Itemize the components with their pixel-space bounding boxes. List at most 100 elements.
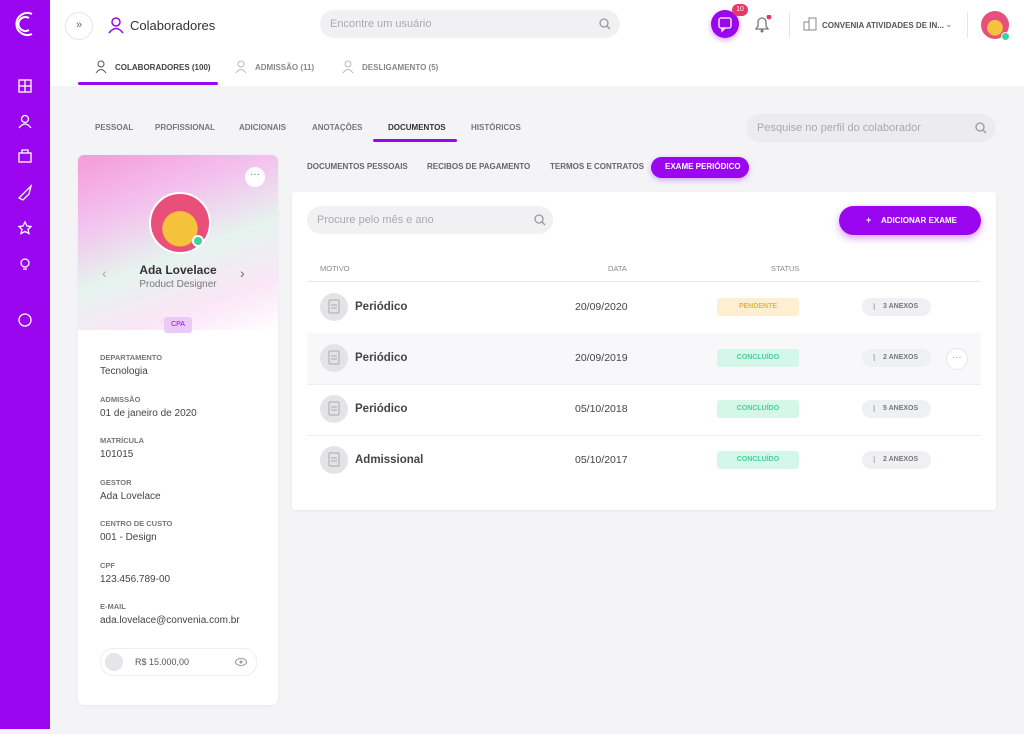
- chat-button[interactable]: [711, 10, 739, 38]
- attachments-label: 5 ANEXOS: [883, 405, 919, 412]
- chat-icon: [718, 17, 732, 33]
- exam-date: 20/09/2019: [575, 352, 628, 364]
- exam-row[interactable]: Periódico 20/09/2020 PENDENTE 3 ANEXOS ⌇: [307, 282, 981, 334]
- sidebar-icons: [15, 12, 33, 327]
- document-icon: [320, 344, 348, 372]
- field-label: E-MAIL: [100, 602, 126, 611]
- document-tab[interactable]: EXAME PERIÓDICO: [665, 162, 741, 171]
- search-icon: [534, 214, 546, 226]
- field-value: 01 de janeiro de 2020: [100, 407, 197, 419]
- tab-icon: [342, 60, 354, 74]
- exam-row[interactable]: Periódico 05/10/2018 CONCLUÍDO 5 ANEXOS ⌇: [307, 384, 981, 436]
- active-tab-indicator: [373, 139, 457, 142]
- exam-reason: Admissional: [355, 454, 424, 466]
- logo: [15, 12, 33, 36]
- chat-badge: 10: [732, 4, 748, 16]
- tab-icon: [235, 60, 247, 74]
- field-label: CPF: [100, 560, 115, 570]
- active-doc-tab: [651, 157, 749, 178]
- clip-icon: ⌇: [872, 302, 877, 312]
- field-value: Ada Lovelace: [100, 490, 161, 502]
- field-value: 001 - Design: [100, 532, 157, 543]
- exam-date: 20/09/2020: [575, 301, 628, 313]
- company-chevron[interactable]: ⌄: [945, 19, 953, 29]
- field-value: 101015: [100, 449, 134, 460]
- exam-search[interactable]: Procure pelo mês e ano: [307, 206, 553, 234]
- attachments[interactable]: 3 ANEXOS ⌇: [862, 298, 931, 316]
- exam-status: PENDENTE: [717, 298, 799, 316]
- clip-icon: ⌇: [872, 353, 877, 363]
- user-icon: [108, 17, 124, 34]
- profile-card: ··· ‹ › Ada Lovelace Product Designer CP…: [78, 155, 278, 705]
- tab-icon: [95, 60, 107, 74]
- exam-reason: Periódico: [355, 403, 408, 415]
- prev-button[interactable]: ‹: [102, 265, 107, 281]
- salary-icon: [105, 653, 123, 671]
- document-icon: [320, 446, 348, 474]
- add-exam-button[interactable]: + ADICIONAR EXAME: [839, 206, 981, 235]
- profile-avatar: [149, 192, 211, 254]
- exam-status: CONCLUÍDO: [717, 400, 799, 418]
- expand-button[interactable]: »: [65, 12, 93, 40]
- profile-tab[interactable]: PESSOAL: [95, 123, 134, 132]
- search-icon: [975, 122, 987, 134]
- main-tab[interactable]: ADMISSÃO (11): [255, 63, 315, 72]
- field-label: CENTRO DE CUSTO: [100, 519, 173, 528]
- show-salary[interactable]: [235, 657, 247, 667]
- document-icon: [320, 293, 348, 321]
- divider: [967, 12, 968, 38]
- profile-search[interactable]: Pesquise no perfil do colaborador: [746, 114, 996, 142]
- online-dot: [192, 235, 204, 247]
- profile-role: Product Designer: [139, 279, 217, 290]
- salary-box: R$ 15.000,00: [100, 648, 257, 676]
- document-tab[interactable]: TERMOS E CONTRATOS: [550, 162, 644, 171]
- next-button[interactable]: ›: [240, 265, 245, 281]
- document-icon: [320, 395, 348, 423]
- online-dot: [1001, 32, 1010, 41]
- document-tab[interactable]: DOCUMENTOS PESSOAIS: [307, 162, 408, 171]
- field-label: DEPARTAMENTO: [100, 353, 163, 362]
- user-search[interactable]: Encontre um usuário: [320, 10, 620, 38]
- search-icon: [599, 18, 611, 30]
- exam-status: CONCLUÍDO: [717, 451, 799, 469]
- document-tab[interactable]: RECIBOS DE PAGAMENTO: [427, 162, 531, 171]
- profile-tab[interactable]: HISTÓRICOS: [471, 123, 521, 132]
- attachments[interactable]: 2 ANEXOS ⌇: [862, 451, 931, 469]
- exam-reason: Periódico: [355, 301, 408, 313]
- card-menu[interactable]: ···: [245, 167, 265, 187]
- clip-icon: ⌇: [872, 404, 877, 414]
- exam-row[interactable]: Periódico 20/09/2019 CONCLUÍDO 2 ANEXOS ⌇ ···: [307, 333, 981, 385]
- profile-tab[interactable]: DOCUMENTOS: [388, 123, 446, 132]
- attachments-label: 2 ANEXOS: [883, 456, 919, 463]
- field-label: GESTOR: [100, 477, 132, 487]
- attachments[interactable]: 2 ANEXOS ⌇: [862, 349, 931, 367]
- column-header: DATA: [608, 264, 627, 273]
- exam-status: CONCLUÍDO: [717, 349, 799, 367]
- field-value: 123.456.789-00: [100, 573, 171, 585]
- main-tab[interactable]: DESLIGAMENTO (5): [362, 63, 439, 72]
- sidebar: [0, 0, 50, 729]
- main-tab[interactable]: COLABORADORES (100): [115, 63, 211, 72]
- clip-icon: ⌇: [872, 455, 877, 465]
- search-placeholder: Pesquise no perfil do colaborador: [757, 122, 921, 134]
- active-tab-indicator: [78, 82, 218, 85]
- header-divider: [307, 281, 981, 282]
- bell-button[interactable]: [752, 15, 772, 35]
- field-label: MATRÍCULA: [100, 436, 145, 445]
- row-menu[interactable]: ···: [946, 348, 968, 370]
- profile-name: Ada Lovelace: [139, 263, 217, 277]
- exam-date: 05/10/2017: [575, 454, 628, 466]
- company-name[interactable]: CONVENIA ATIVIDADES DE IN...: [822, 21, 944, 30]
- profile-tab[interactable]: ANOTAÇÕES: [312, 123, 363, 132]
- search-placeholder: Encontre um usuário: [330, 18, 432, 30]
- field-value: Tecnologia: [100, 366, 148, 377]
- attachments-label: 2 ANEXOS: [883, 354, 919, 361]
- field-label: ADMISSÃO: [100, 394, 141, 404]
- attachments[interactable]: 5 ANEXOS ⌇: [862, 400, 931, 418]
- exam-row[interactable]: Admissional 05/10/2017 CONCLUÍDO 2 ANEXOS ⌇: [307, 435, 981, 486]
- profile-tab[interactable]: ADICIONAIS: [239, 123, 287, 132]
- profile-tab[interactable]: PROFISSIONAL: [155, 123, 216, 132]
- divider: [789, 12, 790, 38]
- nav-icons[interactable]: [17, 79, 33, 327]
